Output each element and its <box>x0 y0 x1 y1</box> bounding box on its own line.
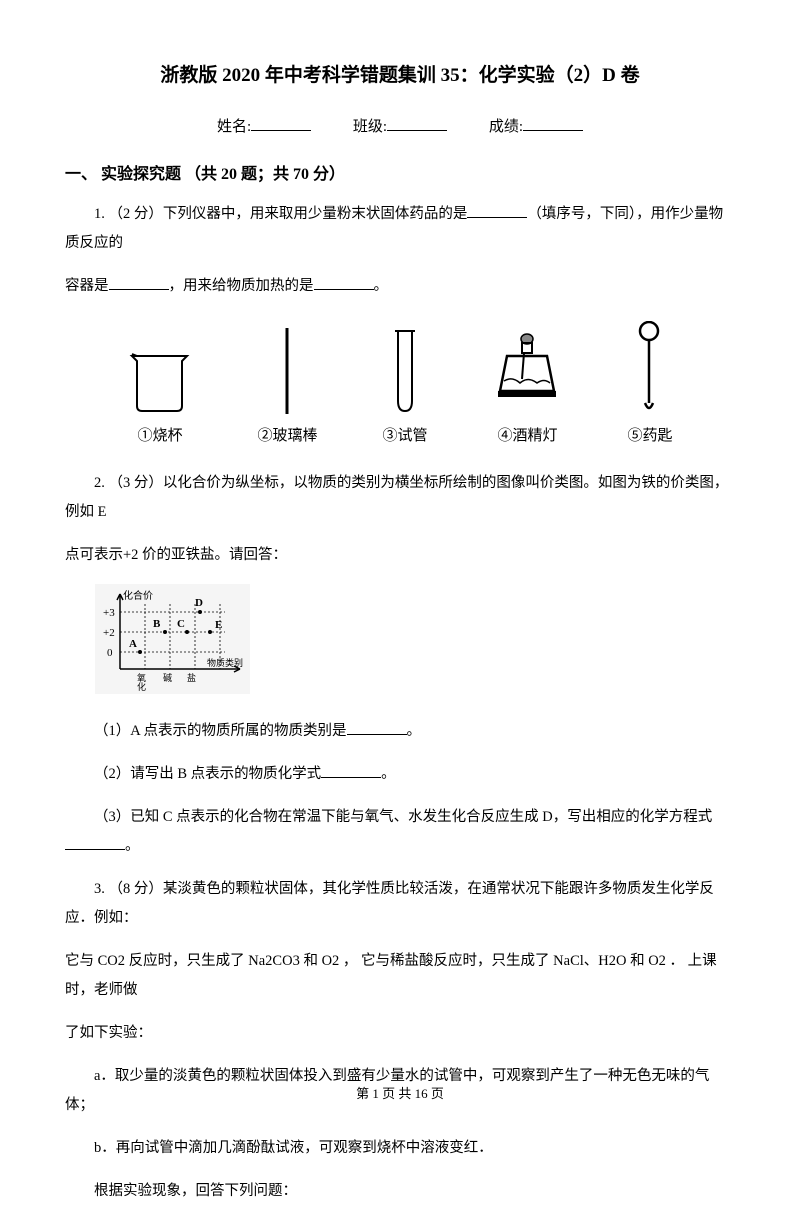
instrument-label: ④酒精灯 <box>497 424 557 445</box>
valence-chart-svg: +3 +2 0 化合价 D B C E A 氧 化 碱 盐 物质类别 <box>95 584 250 694</box>
q1-text-e: 。 <box>374 278 389 294</box>
question-3-cont1: 它与 CO2 反应时，只生成了 Na2CO3 和 O2 ， 它与稀盐酸反应时，只… <box>65 947 735 1005</box>
question-1-cont: 容器是 ，用来给物质加热的是 。 <box>65 272 735 301</box>
svg-text:C: C <box>177 618 185 630</box>
svg-text:+2: +2 <box>103 627 115 639</box>
question-3-cont2: 了如下实验： <box>65 1019 735 1048</box>
svg-text:B: B <box>153 618 161 630</box>
instruments-row: ①烧杯 ②玻璃棒 ③试管 ④酒精灯 ⑤药匙 <box>75 321 725 445</box>
q2-sub2-a: （2）请写出 B 点表示的物质化学式 <box>94 766 321 782</box>
q3-intro-a: 3. （8 分）某淡黄色的颗粒状固体，其化学性质比较活泼，在通常状况下能跟许多物… <box>65 881 714 926</box>
q3-step-b: b．再向试管中滴加几滴酚酞试液，可观察到烧杯中溶液变红． <box>65 1134 735 1163</box>
instrument-label: ⑤药匙 <box>627 424 672 445</box>
score-blank <box>523 130 583 131</box>
question-1: 1. （2 分）下列仪器中，用来取用少量粉末状固体药品的是（填序号，下同），用作… <box>65 200 735 258</box>
q3-step-b-text: b．再向试管中滴加几滴酚酞试液，可观察到烧杯中溶液变红． <box>94 1140 493 1156</box>
q2-sub3-a: （3）已知 C 点表示的化合物在常温下能与氧气、水发生化合反应生成 D，写出相应… <box>94 809 712 825</box>
q2-sub2: （2）请写出 B 点表示的物质化学式 。 <box>65 760 735 789</box>
instrument-glass-rod: ②玻璃棒 <box>257 326 317 445</box>
q2-sub3-blank <box>65 849 125 850</box>
question-2-cont: 点可表示+2 价的亚铁盐。请回答： <box>65 541 735 570</box>
alcohol-lamp-icon <box>492 331 562 416</box>
svg-text:化: 化 <box>137 681 146 692</box>
svg-text:A: A <box>129 638 137 650</box>
valence-chart: +3 +2 0 化合价 D B C E A 氧 化 碱 盐 物质类别 <box>95 584 735 699</box>
q3-followup-text: 根据实验现象，回答下列问题： <box>94 1183 297 1199</box>
student-info-line: 姓名: 班级: 成绩: <box>65 115 735 136</box>
instrument-beaker: ①烧杯 <box>127 346 192 445</box>
q2-sub1: （1）A 点表示的物质所属的物质类别是 。 <box>65 717 735 746</box>
q2-intro-a: 2. （3 分）以化合价为纵坐标，以物质的类别为横坐标所绘制的图像叫价类图。如图… <box>65 475 728 520</box>
svg-text:盐: 盐 <box>187 672 196 683</box>
instrument-label: ①烧杯 <box>137 424 182 445</box>
q1-blank-2 <box>109 289 169 290</box>
q3-followup: 根据实验现象，回答下列问题： <box>65 1177 735 1206</box>
page-footer: 第 1 页 共 16 页 <box>0 1083 800 1102</box>
spatula-icon <box>632 321 667 416</box>
class-label: 班级: <box>353 119 387 135</box>
question-3: 3. （8 分）某淡黄色的颗粒状固体，其化学性质比较活泼，在通常状况下能跟许多物… <box>65 875 735 933</box>
svg-text:+3: +3 <box>103 607 115 619</box>
q2-sub3-b: 。 <box>125 838 140 854</box>
q2-sub1-a: （1）A 点表示的物质所属的物质类别是 <box>94 723 347 739</box>
q2-sub1-blank <box>347 734 407 735</box>
q2-intro-b: 点可表示+2 价的亚铁盐。请回答： <box>65 547 287 563</box>
question-2: 2. （3 分）以化合价为纵坐标，以物质的类别为横坐标所绘制的图像叫价类图。如图… <box>65 469 735 527</box>
section-header: 一、 实验探究题 （共 20 题；共 70 分） <box>65 160 735 184</box>
svg-text:D: D <box>195 597 203 609</box>
instrument-test-tube: ③试管 <box>382 326 427 445</box>
q3-intro-b: 它与 CO2 反应时，只生成了 Na2CO3 和 O2 ， 它与稀盐酸反应时，只… <box>65 953 717 998</box>
instrument-alcohol-lamp: ④酒精灯 <box>492 331 562 445</box>
q3-intro-c: 了如下实验： <box>65 1025 152 1041</box>
glass-rod-icon <box>272 326 302 416</box>
score-label: 成绩: <box>489 119 523 135</box>
instrument-label: ③试管 <box>382 424 427 445</box>
q2-sub2-b: 。 <box>381 766 396 782</box>
q2-sub2-blank <box>321 777 381 778</box>
instrument-spatula: ⑤药匙 <box>627 321 672 445</box>
beaker-icon <box>127 346 192 416</box>
test-tube-icon <box>390 326 420 416</box>
q1-blank-3 <box>314 289 374 290</box>
q2-sub1-b: 。 <box>407 723 422 739</box>
svg-text:碱: 碱 <box>163 673 172 683</box>
q1-text-c: 容器是 <box>65 278 109 294</box>
q2-sub3: （3）已知 C 点表示的化合物在常温下能与氧气、水发生化合反应生成 D，写出相应… <box>65 803 735 861</box>
svg-text:化合价: 化合价 <box>123 589 153 602</box>
instrument-label: ②玻璃棒 <box>257 424 317 445</box>
page-title: 浙教版 2020 年中考科学错题集训 35：化学实验（2）D 卷 <box>65 60 735 87</box>
svg-text:0: 0 <box>107 647 113 659</box>
class-blank <box>387 130 447 131</box>
name-label: 姓名: <box>217 119 251 135</box>
name-blank <box>251 130 311 131</box>
svg-text:E: E <box>215 619 222 631</box>
q1-blank-1 <box>467 217 527 218</box>
q1-text-d: ，用来给物质加热的是 <box>169 278 314 294</box>
svg-text:物质类别: 物质类别 <box>207 657 243 668</box>
q1-text-a: 1. （2 分）下列仪器中，用来取用少量粉末状固体药品的是 <box>94 206 467 222</box>
